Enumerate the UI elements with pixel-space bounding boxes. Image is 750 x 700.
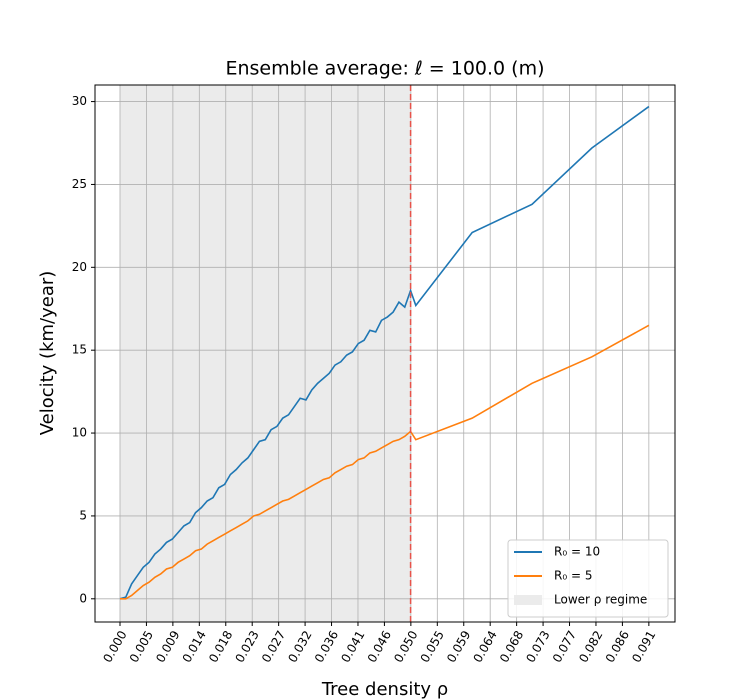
x-tick-label: 0.046	[365, 628, 394, 665]
x-tick-label: 0.000	[100, 628, 129, 665]
x-tick-label: 0.027	[259, 628, 288, 665]
x-tick-label: 0.082	[576, 628, 605, 665]
y-tick-label: 15	[72, 343, 87, 357]
x-tick-label: 0.055	[418, 628, 447, 665]
legend-label: Lower ρ regime	[554, 593, 647, 607]
x-tick-label: 0.018	[206, 628, 235, 665]
series-line	[119, 105, 650, 600]
y-axis-label: Velocity (km/year)	[37, 271, 58, 436]
x-tick-label: 0.091	[629, 628, 658, 665]
y-tick-label: 30	[72, 94, 87, 108]
x-tick-label: 0.077	[550, 628, 579, 665]
x-tick-label: 0.041	[338, 628, 367, 665]
chart-title: Ensemble average: ℓ = 100.0 (m)	[225, 58, 544, 80]
x-tick-label: 0.023	[233, 628, 262, 665]
y-tick-label: 10	[72, 426, 87, 440]
x-tick-label: 0.086	[603, 628, 632, 665]
x-tick-label: 0.050	[391, 628, 420, 665]
x-tick-label: 0.032	[285, 628, 314, 665]
series-line	[119, 324, 650, 600]
legend-swatch	[514, 595, 542, 605]
legend-label: R₀ = 5	[554, 569, 592, 583]
x-tick-label: 0.068	[497, 628, 526, 665]
legend-box	[507, 539, 669, 618]
x-tick-label: 0.009	[153, 628, 182, 665]
x-tick-label: 0.036	[312, 628, 341, 665]
y-tick-label: 0	[79, 591, 87, 605]
x-tick-label: 0.014	[180, 628, 209, 665]
y-tick-label: 5	[79, 508, 87, 522]
y-tick-label: 20	[72, 260, 87, 274]
x-axis-label: Tree density ρ	[321, 679, 448, 700]
x-tick-label: 0.059	[444, 628, 473, 665]
legend-label: R₀ = 10	[554, 545, 600, 559]
y-tick-label: 25	[72, 177, 87, 191]
plot-frame	[94, 84, 676, 623]
x-tick-label: 0.064	[471, 628, 500, 665]
x-tick-label: 0.005	[127, 628, 156, 665]
shaded-region	[119, 85, 411, 622]
x-tick-label: 0.073	[523, 628, 552, 665]
